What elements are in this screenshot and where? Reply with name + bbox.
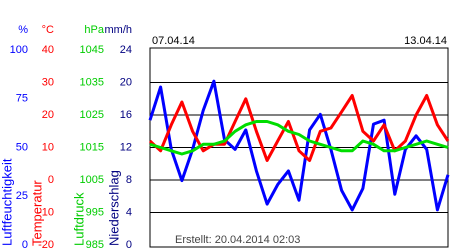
y-tick-label: 20 (42, 109, 54, 121)
axis-title: Luftdruck (71, 192, 86, 246)
start-date: 07.04.14 (152, 35, 195, 47)
axis-unit: mm/h (105, 24, 133, 36)
y-tick-label: 50 (16, 141, 28, 153)
y-tick-label: 0 (48, 174, 54, 186)
y-tick-label: 1005 (80, 174, 104, 186)
y-tick-label: 1045 (80, 44, 104, 56)
y-tick-label: 985 (86, 239, 104, 250)
end-date: 13.04.14 (404, 35, 447, 47)
y-tick-label: 12 (120, 141, 132, 153)
y-tick-label: 30 (42, 76, 54, 88)
y-tick-label: 8 (126, 174, 132, 186)
y-tick-label: 4 (126, 206, 132, 218)
axis-title: Niederschlag (106, 170, 121, 246)
y-tick-label: 1025 (80, 109, 104, 121)
y-tick-label: 100 (10, 44, 28, 56)
y-tick-label: 1015 (80, 141, 104, 153)
y-tick-label: 995 (86, 206, 104, 218)
y-tick-label: 1035 (80, 76, 104, 88)
y-tick-label: 16 (120, 109, 132, 121)
y-tick-label: 20 (120, 76, 132, 88)
axis-unit: hPa (84, 24, 104, 36)
series-line (148, 79, 450, 212)
axis-unit: % (18, 24, 28, 36)
y-tick-label: 25 (16, 190, 28, 202)
y-tick-label: 10 (42, 141, 54, 153)
y-tick-label: 0 (126, 239, 132, 250)
axis-unit: °C (42, 24, 54, 36)
y-tick-label: 75 (16, 93, 28, 105)
y-tick-label: -20 (38, 239, 54, 250)
series-line (148, 94, 450, 162)
y-tick-label: 24 (120, 44, 132, 56)
y-tick-label: 0 (22, 239, 28, 250)
axis-title: Luftfeuchtigkeit (0, 158, 14, 246)
y-tick-label: 40 (42, 44, 54, 56)
y-tick-label: -10 (38, 206, 54, 218)
axis-title: Temperatur (29, 180, 44, 246)
footer: Erstellt: 20.04.2014 02:03 (175, 234, 300, 246)
series-line (149, 120, 449, 156)
